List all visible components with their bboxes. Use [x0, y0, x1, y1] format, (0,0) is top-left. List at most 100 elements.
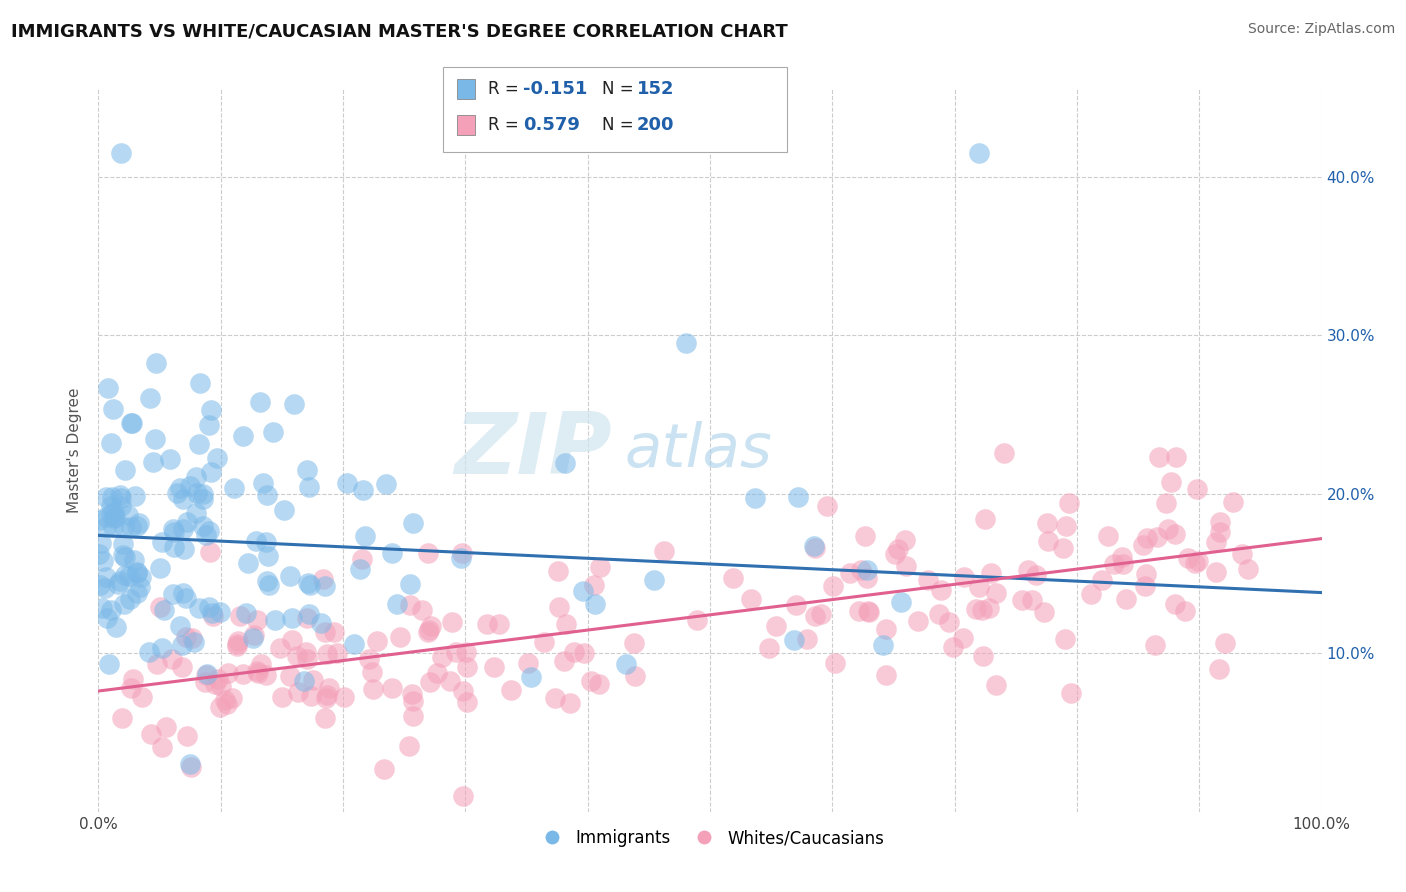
Whites/Caucasians	[366, 634, 388, 648]
Whites/Caucasians	[849, 563, 872, 577]
Whites/Caucasians	[1035, 516, 1057, 530]
Whites/Caucasians	[271, 690, 294, 704]
Text: ZIP: ZIP	[454, 409, 612, 492]
Immigrants	[111, 537, 134, 551]
Whites/Caucasians	[796, 632, 818, 646]
Whites/Caucasians	[1160, 475, 1182, 489]
Immigrants	[352, 483, 374, 498]
Immigrants	[103, 519, 125, 533]
Whites/Caucasians	[418, 674, 440, 689]
Immigrants	[238, 556, 260, 570]
Whites/Caucasians	[740, 591, 762, 606]
Immigrants	[163, 524, 186, 539]
Immigrants	[398, 577, 420, 591]
Immigrants	[89, 578, 111, 592]
Immigrants	[108, 488, 131, 502]
Whites/Caucasians	[214, 693, 236, 707]
Immigrants	[110, 491, 132, 505]
Immigrants	[297, 575, 319, 590]
Immigrants	[179, 757, 201, 772]
Immigrants	[152, 603, 174, 617]
Immigrants	[170, 638, 193, 652]
Text: R =: R =	[488, 80, 524, 98]
Immigrants	[201, 606, 224, 620]
Whites/Caucasians	[1025, 567, 1047, 582]
Immigrants	[103, 505, 125, 519]
Immigrants	[87, 547, 110, 561]
Whites/Caucasians	[333, 690, 356, 704]
Whites/Caucasians	[439, 674, 461, 689]
Whites/Caucasians	[1112, 557, 1135, 571]
Immigrants	[298, 607, 321, 621]
Immigrants	[159, 452, 181, 467]
Whites/Caucasians	[928, 607, 950, 621]
Immigrants	[257, 549, 280, 563]
Y-axis label: Master's Degree: Master's Degree	[67, 388, 83, 513]
Whites/Caucasians	[451, 683, 474, 698]
Whites/Caucasians	[942, 640, 965, 655]
Immigrants	[112, 520, 135, 534]
Whites/Caucasians	[1115, 591, 1137, 606]
Immigrants	[197, 524, 219, 539]
Whites/Caucasians	[560, 696, 582, 710]
Whites/Caucasians	[229, 608, 252, 623]
Whites/Caucasians	[848, 604, 870, 618]
Immigrants	[205, 450, 228, 465]
Immigrants	[583, 597, 606, 611]
Whites/Caucasians	[952, 570, 974, 584]
Immigrants	[104, 510, 127, 524]
Immigrants	[242, 631, 264, 645]
Whites/Caucasians	[1111, 550, 1133, 565]
Whites/Caucasians	[209, 679, 232, 693]
Whites/Caucasians	[858, 604, 880, 618]
Whites/Caucasians	[180, 760, 202, 774]
Whites/Caucasians	[547, 599, 569, 614]
Immigrants	[103, 511, 125, 525]
Immigrants	[856, 563, 879, 577]
Whites/Caucasians	[131, 690, 153, 704]
Whites/Caucasians	[1185, 482, 1208, 496]
Whites/Caucasians	[544, 691, 567, 706]
Immigrants	[100, 603, 122, 617]
Whites/Caucasians	[984, 678, 1007, 692]
Immigrants	[169, 481, 191, 495]
Immigrants	[174, 591, 197, 605]
Whites/Caucasians	[952, 631, 974, 645]
Immigrants	[450, 551, 472, 566]
Whites/Caucasians	[758, 641, 780, 656]
Immigrants	[118, 592, 141, 607]
Whites/Caucasians	[1184, 556, 1206, 570]
Whites/Caucasians	[357, 652, 380, 666]
Whites/Caucasians	[1017, 563, 1039, 577]
Whites/Caucasians	[228, 633, 250, 648]
Immigrants	[194, 528, 217, 542]
Whites/Caucasians	[894, 558, 917, 573]
Whites/Caucasians	[562, 645, 585, 659]
Immigrants	[191, 519, 214, 533]
Immigrants	[295, 463, 318, 477]
Whites/Caucasians	[482, 660, 505, 674]
Whites/Caucasians	[993, 446, 1015, 460]
Whites/Caucasians	[401, 687, 423, 701]
Whites/Caucasians	[225, 637, 247, 651]
Whites/Caucasians	[1102, 558, 1125, 572]
Whites/Caucasians	[361, 665, 384, 679]
Immigrants	[263, 613, 285, 627]
Immigrants	[120, 520, 142, 534]
Whites/Caucasians	[875, 668, 897, 682]
Whites/Caucasians	[245, 613, 267, 627]
Immigrants	[298, 480, 321, 494]
Immigrants	[554, 456, 576, 470]
Whites/Caucasians	[1156, 496, 1178, 510]
Whites/Caucasians	[1097, 529, 1119, 543]
Immigrants	[209, 605, 232, 619]
Immigrants	[200, 403, 222, 417]
Immigrants	[354, 529, 377, 543]
Whites/Caucasians	[624, 669, 647, 683]
Whites/Caucasians	[517, 657, 540, 671]
Whites/Caucasians	[453, 789, 475, 803]
Whites/Caucasians	[894, 533, 917, 547]
Text: N =: N =	[602, 80, 638, 98]
Immigrants	[298, 577, 321, 591]
Whites/Caucasians	[686, 613, 709, 627]
